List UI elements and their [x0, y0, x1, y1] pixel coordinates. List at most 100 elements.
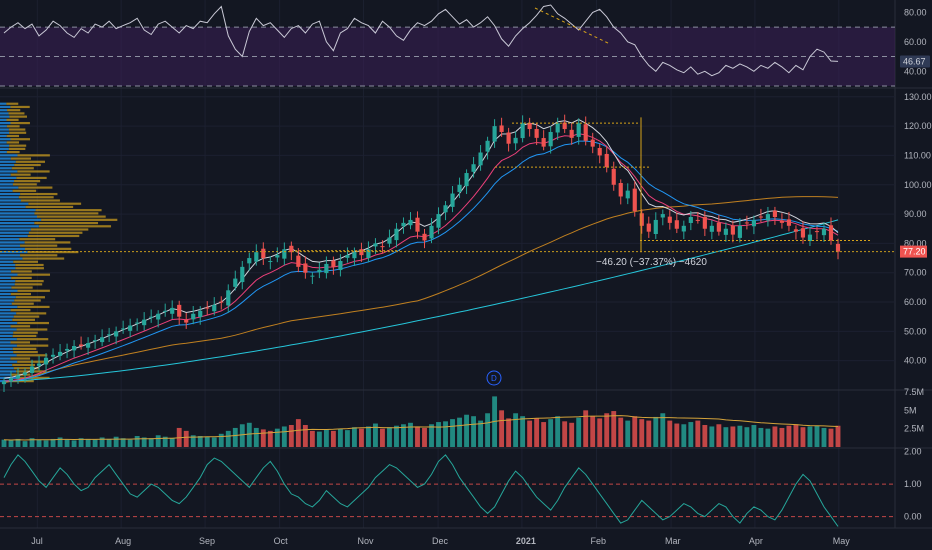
- volume-bar: [436, 422, 441, 447]
- candle-body: [576, 123, 581, 137]
- candle-body: [380, 246, 385, 248]
- volume-bar: [744, 427, 750, 447]
- profile-bar-up: [0, 318, 13, 321]
- profile-bar-down: [11, 380, 34, 383]
- profile-bar-down: [14, 163, 41, 167]
- volume-bar: [337, 428, 343, 447]
- profile-bar-up: [0, 157, 11, 160]
- volume-bar: [183, 430, 189, 447]
- profile-bar-up: [0, 218, 42, 221]
- price-tick-label: 100.00: [904, 180, 932, 190]
- profile-bar-up: [0, 347, 13, 350]
- profile-bar-up: [0, 338, 17, 341]
- candle-body: [338, 260, 343, 271]
- profile-bar-down: [8, 147, 26, 150]
- profile-bar-down: [24, 247, 72, 250]
- volume-bar: [611, 411, 617, 447]
- volume-bar: [71, 440, 77, 447]
- volume-bar: [562, 421, 568, 447]
- volume-bar: [232, 427, 238, 447]
- volume-bar: [113, 436, 119, 447]
- profile-bar-down: [9, 115, 27, 118]
- profile-bar-down: [38, 225, 112, 228]
- candle-body: [268, 260, 273, 262]
- candle-body: [205, 307, 210, 309]
- price-tick-label: 90.00: [904, 209, 927, 219]
- profile-bar-down: [12, 347, 37, 350]
- profile-bar-down: [13, 350, 38, 354]
- profile-bar-down: [20, 254, 58, 257]
- profile-bar-up: [0, 186, 19, 189]
- rsi-tick-label: 40.00: [904, 66, 927, 76]
- profile-bar-down: [12, 189, 37, 192]
- profile-bar-down: [12, 334, 37, 338]
- candle-body: [79, 344, 84, 347]
- candle-body: [814, 231, 820, 233]
- profile-bar-down: [17, 360, 50, 363]
- volume-tick-label: 2.5M: [904, 424, 924, 434]
- time-tick-label: Apr: [749, 536, 763, 546]
- candle-body: [527, 123, 532, 130]
- volume-bar: [344, 430, 350, 447]
- volume-bar: [36, 439, 42, 447]
- profile-bar-up: [0, 202, 29, 205]
- profile-bar-up: [0, 160, 16, 163]
- volume-bar: [148, 438, 154, 447]
- candle-body: [716, 222, 721, 232]
- candle-body: [352, 252, 357, 259]
- rsi-tick-label: 60.00: [904, 37, 927, 47]
- candle-body: [499, 125, 504, 132]
- volume-bar: [779, 427, 785, 447]
- profile-bar-up: [0, 228, 31, 231]
- candle-body: [702, 216, 707, 229]
- profile-bar-up: [0, 138, 11, 141]
- profile-bar-down: [14, 180, 41, 183]
- volume-bar: [506, 418, 512, 447]
- candle-body: [233, 278, 238, 287]
- volume-bar: [387, 427, 392, 447]
- volume-bar: [78, 438, 84, 447]
- volume-bar: [681, 424, 687, 447]
- profile-bar-up: [0, 102, 7, 105]
- profile-bar-up: [0, 125, 7, 128]
- candle-body: [681, 225, 686, 232]
- profile-bar-up: [0, 276, 12, 279]
- profile-bar-up: [0, 173, 11, 176]
- profile-bar-up: [0, 215, 37, 218]
- candle-body: [520, 123, 525, 139]
- candle-body: [674, 220, 679, 229]
- volume-bar: [401, 424, 406, 447]
- profile-bar-up: [0, 234, 28, 238]
- volume-bar: [429, 424, 434, 447]
- profile-bar-down: [6, 134, 20, 138]
- candle-body: [618, 183, 623, 197]
- ma-200-line: [3, 219, 839, 382]
- candle-body: [828, 225, 834, 241]
- volume-bar: [646, 420, 652, 447]
- time-tick-label: Feb: [590, 536, 606, 546]
- volume-bar: [267, 430, 273, 447]
- profile-bar-up: [0, 105, 11, 109]
- volume-bar: [730, 426, 736, 447]
- volume-bar: [639, 419, 645, 447]
- candle-body: [751, 219, 756, 227]
- profile-bar-down: [15, 263, 44, 267]
- profile-bar-down: [10, 357, 31, 360]
- candle-body: [639, 213, 644, 226]
- volume-bar: [765, 428, 771, 447]
- candle-body: [177, 304, 182, 317]
- candle-body: [373, 243, 378, 247]
- profile-bar-up: [0, 167, 12, 170]
- candle-body: [667, 216, 672, 223]
- volume-bar: [8, 440, 14, 447]
- candle-body: [212, 304, 217, 312]
- profile-bar-up: [0, 283, 15, 286]
- volume-ma-line: [3, 415, 839, 441]
- candle-body: [408, 219, 413, 226]
- candle-body: [688, 217, 693, 223]
- profile-bar-up: [0, 109, 8, 112]
- price-tick-label: 50.00: [904, 326, 927, 336]
- time-tick-label: Aug: [115, 536, 131, 546]
- volume-bar: [688, 422, 694, 447]
